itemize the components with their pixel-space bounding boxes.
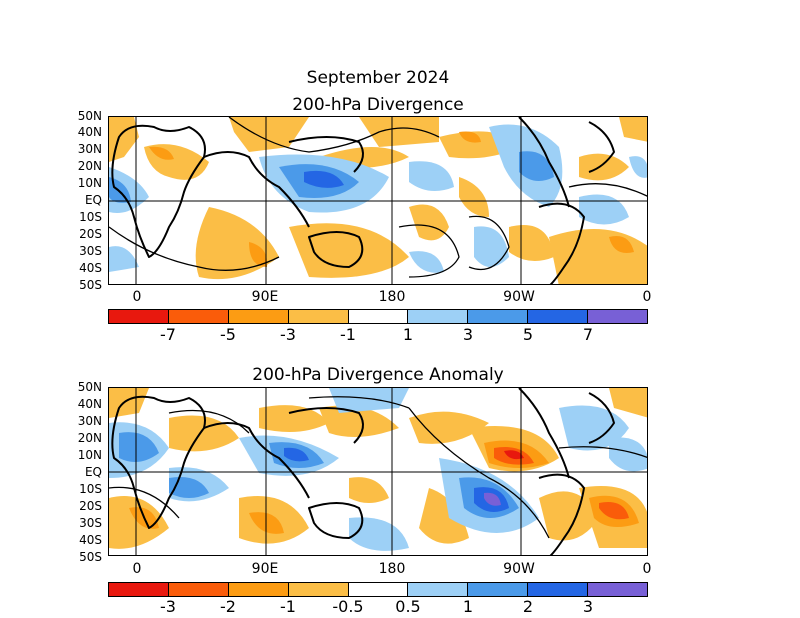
colorbar-swatch (228, 583, 289, 596)
colorbar-swatch (588, 583, 648, 596)
lat-label: 30S (79, 516, 102, 530)
colorbar-swatch (468, 310, 529, 323)
lat-label: 20S (79, 227, 102, 241)
lat-label: 10S (79, 210, 102, 224)
colorbar-swatch (348, 310, 409, 323)
colorbar-label: 1 (402, 325, 414, 344)
panel1-title: 200-hPa Divergence (292, 95, 464, 115)
lat-label: 40N (77, 397, 102, 411)
panel2-colorbar (108, 582, 648, 597)
lon-label: 90E (251, 561, 279, 577)
divergence-map (108, 116, 648, 285)
colorbar-label: -1 (340, 325, 356, 344)
lat-label: 40S (79, 533, 102, 547)
colorbar-swatch (168, 310, 229, 323)
colorbar-swatch (288, 583, 349, 596)
colorbar-swatch (109, 310, 169, 323)
panel1-colorbar (108, 309, 648, 324)
colorbar-swatch (468, 583, 529, 596)
lon-label: 0 (132, 289, 142, 305)
colorbar-swatch (528, 583, 589, 596)
lat-label: 40S (79, 261, 102, 275)
lat-label: 10N (77, 176, 102, 190)
lon-label: 90W (503, 561, 535, 577)
colorbar-swatch (288, 310, 349, 323)
lat-label: 50N (77, 109, 102, 123)
figure-title: September 2024 (306, 68, 450, 88)
lon-label: 0 (642, 289, 652, 305)
lat-label: 50S (79, 550, 102, 564)
lat-label: 30S (79, 244, 102, 258)
colorbar-label: -1 (280, 597, 296, 616)
panel2-title: 200-hPa Divergence Anomaly (252, 365, 504, 385)
colorbar-swatch (109, 583, 169, 596)
lon-label: 180 (378, 561, 406, 577)
divergence-anomaly-map (108, 387, 648, 556)
lat-label: 40N (77, 125, 102, 139)
colorbar-swatch (408, 310, 469, 323)
colorbar-swatch (348, 583, 409, 596)
colorbar-label: -3 (280, 325, 296, 344)
colorbar-label: 7 (582, 325, 594, 344)
lat-label: EQ (84, 465, 102, 479)
lon-label: 0 (132, 561, 142, 577)
colorbar-label: -3 (160, 597, 176, 616)
colorbar-label: 5 (522, 325, 534, 344)
lat-label: 20N (77, 159, 102, 173)
lat-label: 50S (79, 278, 102, 292)
lat-label: 50N (77, 380, 102, 394)
colorbar-swatch (168, 583, 229, 596)
colorbar-label: 1 (462, 597, 474, 616)
lat-label: 10N (77, 448, 102, 462)
lat-label: EQ (84, 193, 102, 207)
colorbar-label: -2 (220, 597, 236, 616)
lon-label: 90E (251, 289, 279, 305)
colorbar-label: 2 (522, 597, 534, 616)
lat-label: 30N (77, 414, 102, 428)
lon-label: 0 (642, 561, 652, 577)
colorbar-label: 0.5 (395, 597, 421, 616)
colorbar-swatch (528, 310, 589, 323)
colorbar-label: -0.5 (332, 597, 364, 616)
lon-label: 90W (503, 289, 535, 305)
divergence-field (109, 117, 647, 284)
colorbar-swatch (588, 310, 648, 323)
colorbar-label: -5 (220, 325, 236, 344)
colorbar-swatch (408, 583, 469, 596)
colorbar-label: 3 (582, 597, 594, 616)
colorbar-label: 3 (462, 325, 474, 344)
lat-label: 20S (79, 499, 102, 513)
divergence-anomaly-field (109, 388, 647, 555)
lat-label: 20N (77, 431, 102, 445)
lat-label: 10S (79, 482, 102, 496)
colorbar-label: -7 (160, 325, 176, 344)
lon-label: 180 (378, 289, 406, 305)
lat-label: 30N (77, 142, 102, 156)
colorbar-swatch (228, 310, 289, 323)
